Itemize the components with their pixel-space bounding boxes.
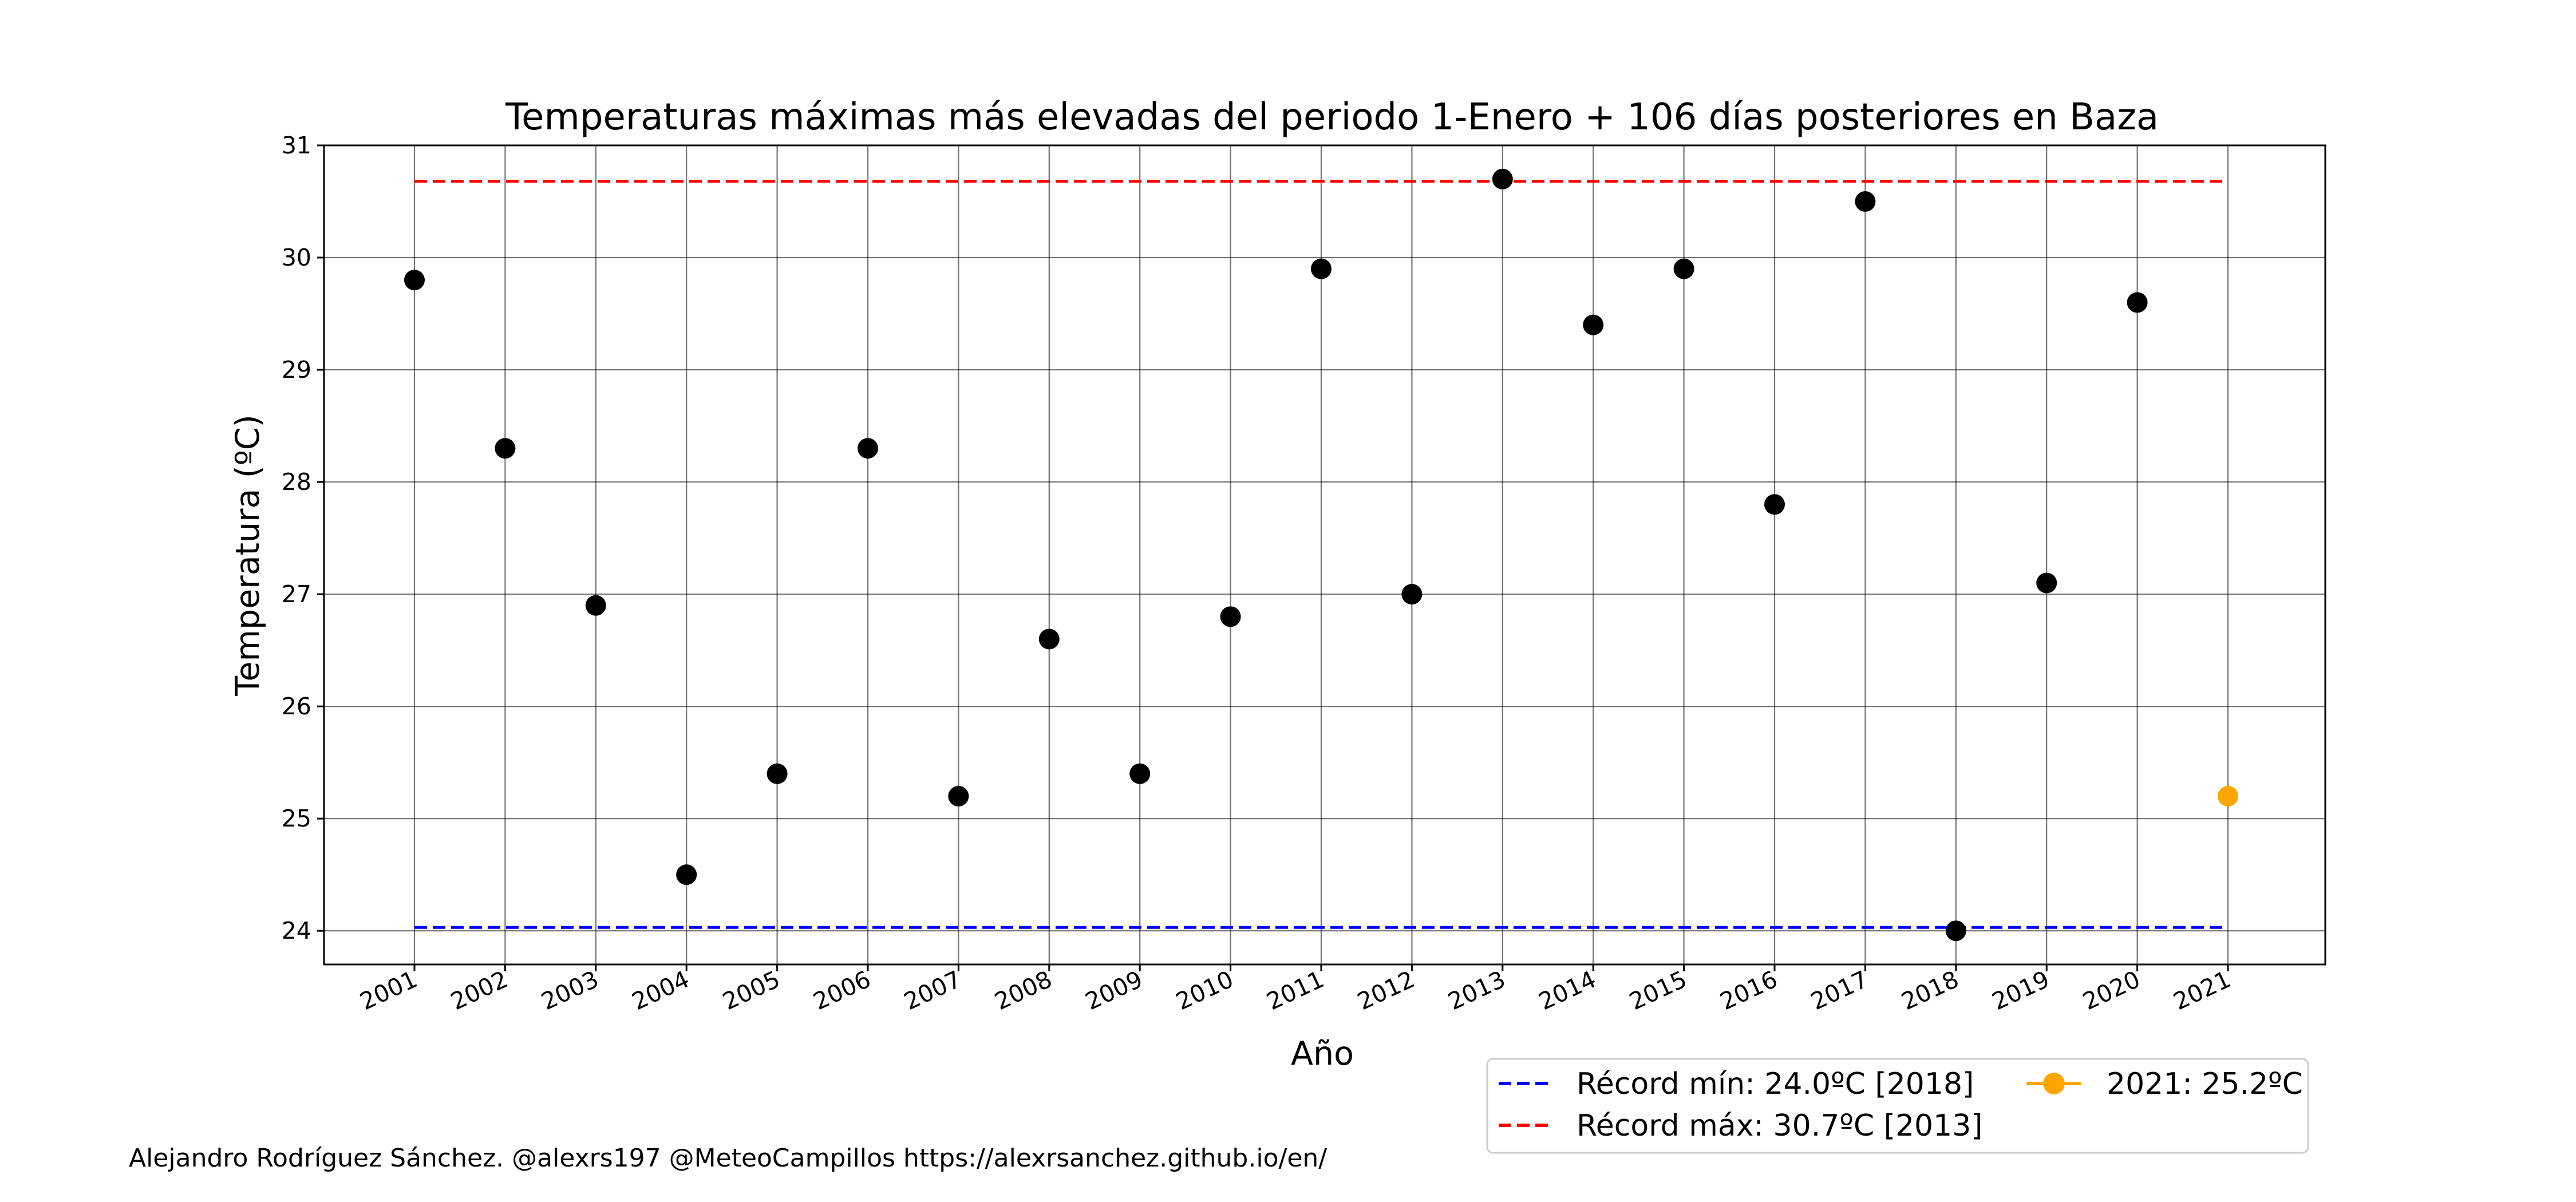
data-point-2004	[676, 864, 697, 885]
y-tick-label: 26	[282, 693, 311, 720]
legend-label-max: Récord máx: 30.7ºC [2013]	[1577, 1109, 1983, 1143]
y-tick-label: 25	[282, 805, 311, 832]
data-point-2018	[1945, 920, 1966, 942]
y-tick-label: 28	[282, 468, 311, 496]
data-point-2005	[767, 763, 788, 784]
data-point-2001	[404, 270, 425, 291]
data-point-2011	[1311, 258, 1332, 279]
data-point-2007	[948, 785, 969, 806]
data-point-2017	[1855, 191, 1876, 212]
data-point-2021	[2218, 785, 2238, 806]
y-tick-label: 31	[282, 132, 311, 159]
data-point-2010	[1220, 606, 1241, 627]
plot-frame	[323, 144, 2326, 966]
y-tick-label: 30	[282, 244, 311, 271]
data-point-2006	[858, 438, 878, 459]
chart-title: Temperaturas máximas más elevadas del pe…	[505, 96, 2159, 139]
data-point-2019	[2036, 572, 2057, 594]
reference-lines	[414, 180, 2228, 929]
x-axis-label: Año	[1291, 1035, 1354, 1073]
data-points	[404, 168, 2238, 942]
legend: Récord mín: 24.0ºC [2018] Récord máx: 30…	[1486, 1058, 2309, 1154]
y-tick-label: 29	[282, 356, 311, 383]
legend-label-min: Récord mín: 24.0ºC [2018]	[1577, 1067, 1974, 1101]
data-point-2009	[1129, 763, 1151, 784]
data-point-2014	[1583, 314, 1604, 335]
credit-text: Alejandro Rodríguez Sánchez. @alexrs197 …	[129, 1144, 1327, 1173]
data-point-2015	[1673, 258, 1694, 279]
y-tick-label: 24	[282, 917, 311, 944]
legend-marker-2021	[2043, 1073, 2065, 1094]
data-point-2008	[1038, 628, 1060, 650]
data-point-2012	[1401, 584, 1423, 605]
y-tick-label: 27	[282, 580, 311, 608]
legend-box	[1486, 1058, 2309, 1154]
data-point-2020	[2127, 292, 2148, 313]
data-point-2002	[495, 438, 516, 459]
y-axis-ticks: 24 25 26 27 28 29 30 31	[282, 132, 324, 944]
data-point-2016	[1764, 494, 1785, 515]
data-point-2003	[585, 595, 606, 616]
data-point-2013	[1492, 168, 1513, 189]
legend-label-2021: 2021: 25.2ºC	[2107, 1067, 2303, 1101]
y-axis-label: Temperatura (ºC)	[229, 414, 267, 696]
